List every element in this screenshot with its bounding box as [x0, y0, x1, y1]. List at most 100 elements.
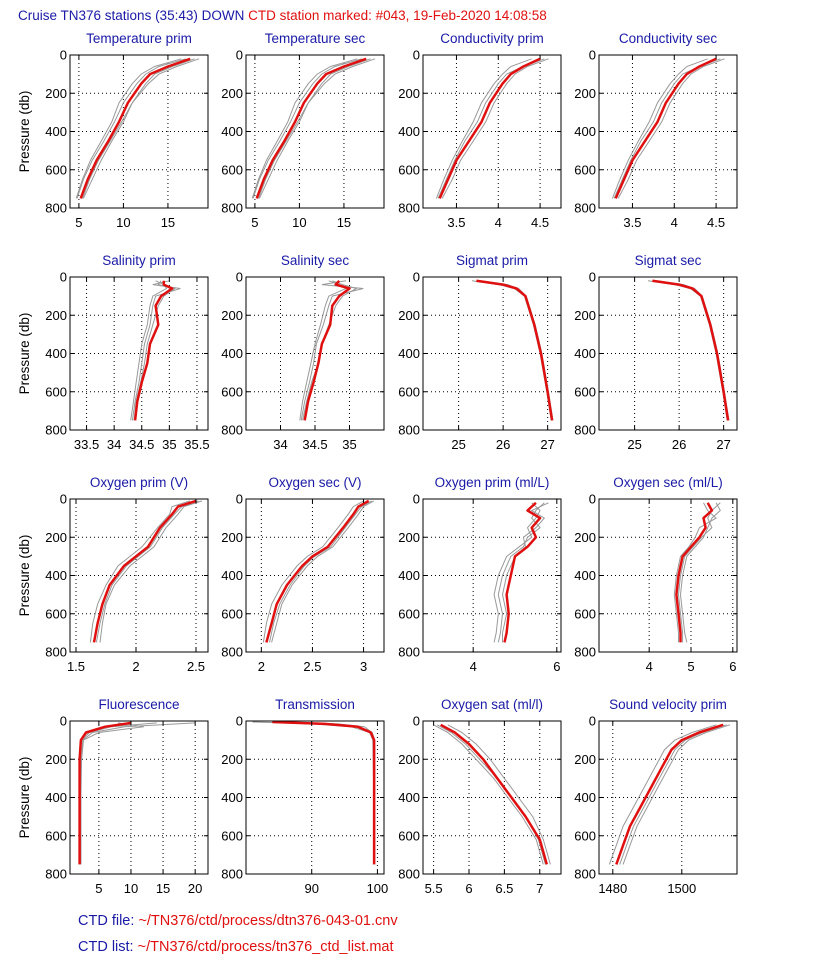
- x-tick-label: 15: [161, 215, 175, 230]
- x-tick-label: 2.5: [187, 659, 205, 674]
- profile-line-other-2: [82, 58, 195, 199]
- panel-6: 25 26 27 0 200 400 600 800 Sigmat prim: [398, 253, 562, 452]
- y-tick-label: 800: [45, 645, 67, 660]
- y-tick-label: 600: [398, 384, 420, 399]
- x-tick-label: 5: [251, 215, 258, 230]
- profile-line-other-3: [75, 58, 182, 199]
- y-tick-label: 200: [45, 86, 67, 101]
- x-tick-label: 15: [337, 215, 351, 230]
- y-tick-label: 200: [398, 86, 420, 101]
- x-tick-label: 4.5: [531, 215, 549, 230]
- profile-line-other-1: [435, 58, 532, 199]
- y-tick-label: 600: [574, 162, 596, 177]
- profile-line-other-1: [262, 500, 364, 643]
- profile-line-marked: [675, 502, 714, 643]
- panel-3: 3.5 4 4.5 0 200 400 600 800 Conductivity sec: [574, 31, 738, 230]
- y-tick-label: 200: [45, 308, 67, 323]
- y-tick-label: 0: [413, 48, 420, 63]
- x-tick-label: 100: [367, 881, 389, 896]
- profile-line-other-1: [611, 58, 708, 199]
- x-tick-label: 4: [646, 659, 653, 674]
- y-tick-label: 200: [574, 86, 596, 101]
- ctd-list-line: CTD list: ~/TN376/ctd/process/tn376_ctd_…: [78, 939, 394, 955]
- y-tick-label: 800: [398, 423, 420, 438]
- panel-title: Salinity prim: [102, 253, 176, 268]
- x-tick-label: 5: [95, 881, 102, 896]
- y-tick-label: 0: [60, 492, 67, 507]
- cruise-title: Cruise TN376 stations (35:43) DOWN: [18, 8, 245, 23]
- y-tick-label: 800: [574, 645, 596, 660]
- x-tick-label: 2.5: [303, 659, 321, 674]
- y-tick-label: 800: [221, 201, 243, 216]
- panel-10: 4 6 0 200 400 600 800 Oxygen prim (ml/L): [398, 475, 562, 674]
- marked-station-title: CTD station marked: #043, 19-Feb-2020 14…: [248, 8, 547, 23]
- panel-11: 4 5 6 0 200 400 600 800 Oxygen sec (ml/L): [574, 475, 738, 674]
- profile-line-other-2: [95, 500, 199, 643]
- panel-2: 3.5 4 4.5 0 200 400 600 800 Conductivity prim: [398, 31, 562, 230]
- y-tick-label: 400: [574, 124, 596, 139]
- ctd-list-label: CTD list:: [78, 939, 134, 955]
- y-tick-label: 200: [45, 530, 67, 545]
- x-tick-label: 3.5: [623, 215, 641, 230]
- y-tick-label: 800: [221, 867, 243, 882]
- profile-line-other-1: [76, 58, 186, 199]
- y-tick-label: 600: [574, 384, 596, 399]
- panel-title: Transmission: [275, 697, 355, 712]
- y-tick-label: 200: [221, 308, 243, 323]
- x-tick-label: 35.5: [184, 437, 209, 452]
- x-tick-label: 4: [470, 659, 477, 674]
- panel-8: 1.5 2 2.5 0 200 400 600 800 Oxygen prim (V) Press…: [17, 475, 209, 674]
- y-tick-label: 600: [398, 828, 420, 843]
- y-axis-label: Pressure (db): [17, 313, 32, 395]
- panel-12: 5 10 15 200200400600800FluorescencePressure…: [17, 697, 209, 896]
- y-tick-label: 200: [398, 308, 420, 323]
- y-tick-label: 600: [45, 384, 67, 399]
- ctd-file-label: CTD file:: [78, 913, 135, 929]
- panel-title: Sound velocity prim: [609, 697, 727, 712]
- y-tick-label: 800: [574, 201, 596, 216]
- profile-line-marked: [438, 57, 541, 199]
- x-tick-label: 10: [124, 881, 138, 896]
- y-tick-label: 400: [221, 124, 243, 139]
- x-tick-label: 4.5: [707, 215, 725, 230]
- profile-line-other-0: [441, 58, 549, 199]
- panel-title: Oxygen prim (ml/L): [435, 475, 550, 490]
- ctd-file-line: CTD file: ~/TN376/ctd/process/dtn376-043…: [78, 913, 398, 929]
- panel-title: Conductivity prim: [440, 31, 544, 46]
- y-axis-label: Pressure (db): [17, 535, 32, 617]
- x-tick-label: 1.5: [67, 659, 85, 674]
- profile-line-marked: [615, 723, 724, 865]
- x-tick-label: 35: [342, 437, 356, 452]
- x-tick-label: 6.5: [495, 881, 513, 896]
- y-tick-label: 0: [236, 270, 243, 285]
- panel-title: Sigmat prim: [456, 253, 528, 268]
- y-tick-label: 800: [45, 867, 67, 882]
- y-tick-label: 200: [45, 752, 67, 767]
- y-tick-label: 0: [413, 492, 420, 507]
- y-tick-label: 400: [221, 568, 243, 583]
- y-tick-label: 0: [589, 492, 596, 507]
- x-tick-label: 15: [156, 881, 170, 896]
- y-tick-label: 400: [574, 790, 596, 805]
- y-tick-label: 0: [60, 714, 67, 729]
- x-tick-label: 7: [536, 881, 543, 896]
- y-tick-label: 0: [413, 714, 420, 729]
- y-tick-label: 600: [221, 162, 243, 177]
- y-tick-label: 400: [574, 568, 596, 583]
- y-tick-label: 200: [574, 308, 596, 323]
- y-tick-label: 200: [221, 530, 243, 545]
- y-tick-label: 400: [45, 346, 67, 361]
- y-tick-label: 0: [60, 48, 67, 63]
- y-tick-label: 200: [398, 752, 420, 767]
- panel-title: Conductivity sec: [619, 31, 718, 46]
- y-tick-label: 800: [221, 423, 243, 438]
- profile-line-marked: [503, 501, 542, 643]
- y-tick-label: 600: [574, 828, 596, 843]
- y-tick-label: 600: [45, 162, 67, 177]
- x-tick-label: 33.5: [74, 437, 99, 452]
- y-tick-label: 200: [574, 752, 596, 767]
- panel-title: Salinity sec: [281, 253, 350, 268]
- panel-1: 5 10 15 0 200 400 600 800 Temperature sec: [221, 31, 385, 230]
- x-tick-label: 27: [716, 437, 730, 452]
